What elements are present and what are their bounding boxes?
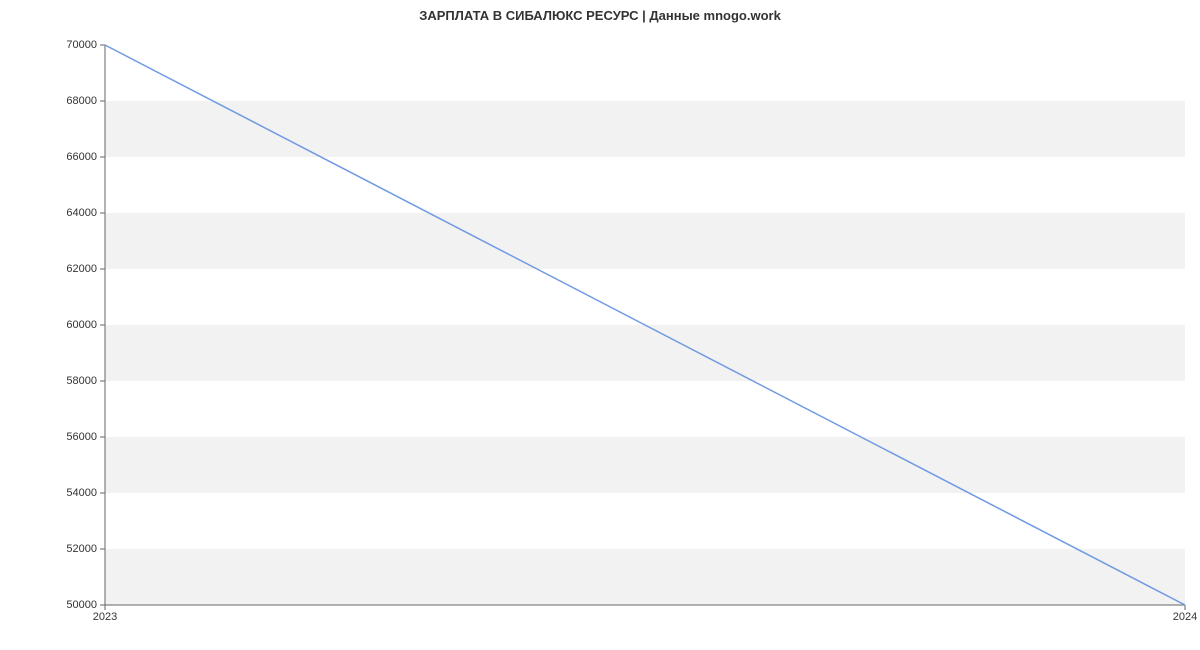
y-tick-label: 60000 — [66, 319, 105, 331]
y-tick-label: 56000 — [66, 431, 105, 443]
chart-title: ЗАРПЛАТА В СИБАЛЮКС РЕСУРС | Данные mnog… — [0, 0, 1200, 23]
y-tick-label: 62000 — [66, 263, 105, 275]
y-tick-label: 66000 — [66, 151, 105, 163]
y-tick-label: 68000 — [66, 95, 105, 107]
x-tick-label: 2023 — [93, 605, 117, 623]
y-tick-label: 52000 — [66, 543, 105, 555]
x-tick-label: 2024 — [1173, 605, 1197, 623]
y-tick-label: 54000 — [66, 487, 105, 499]
y-tick-label: 70000 — [66, 39, 105, 51]
y-tick-label: 64000 — [66, 207, 105, 219]
chart-area: 5000052000540005600058000600006200064000… — [105, 45, 1185, 605]
y-tick-label: 58000 — [66, 375, 105, 387]
plot-svg — [105, 45, 1185, 605]
